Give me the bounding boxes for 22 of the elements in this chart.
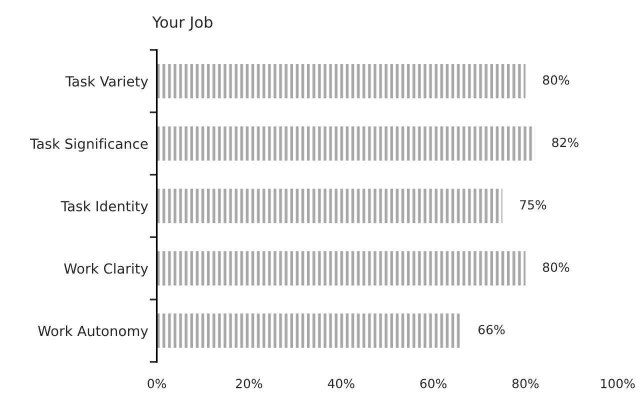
- bar: [156, 251, 526, 286]
- bar: [156, 314, 461, 348]
- bar: [156, 126, 535, 161]
- data-label: 80%: [542, 75, 570, 85]
- data-label: 82%: [552, 138, 578, 148]
- y-tick-label: Task Variety: [65, 76, 148, 90]
- x-tick-label: 20%: [236, 378, 262, 388]
- y-tick-label: Work Autonomy: [38, 325, 148, 339]
- x-tick-label: 40%: [328, 378, 354, 388]
- y-tick-label: Work Clarity: [64, 263, 148, 276]
- data-label: 66%: [478, 324, 505, 334]
- x-tick-label: 60%: [420, 378, 446, 388]
- x-tick-label: 0%: [148, 378, 166, 388]
- y-tick-label: Task Identity: [60, 200, 148, 214]
- x-tick-label: 100%: [601, 378, 635, 388]
- bar: [156, 188, 502, 224]
- chart-title: Your Job: [152, 16, 212, 31]
- data-label: 80%: [542, 262, 570, 272]
- bar: [156, 64, 526, 98]
- data-label: 75%: [520, 200, 546, 210]
- y-tick-label: Task Significance: [30, 138, 148, 152]
- x-tick-label: 80%: [512, 378, 539, 388]
